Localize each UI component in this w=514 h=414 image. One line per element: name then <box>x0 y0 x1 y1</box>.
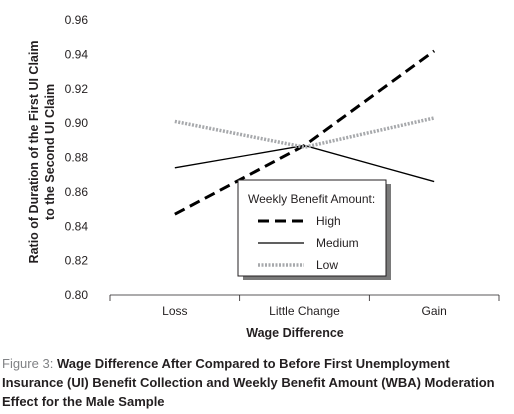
legend-label-high: High <box>316 214 341 228</box>
legend-label-medium: Medium <box>316 236 359 250</box>
y-tick-label: 0.84 <box>65 219 89 233</box>
chart: 0.80 0.82 0.84 0.86 0.88 0.90 0.92 0.94 0.96 Los… <box>27 13 500 340</box>
series-line-low <box>174 116 435 149</box>
y-tick-label: 0.88 <box>65 151 89 165</box>
y-tick-label: 0.90 <box>65 116 89 130</box>
series-lines <box>174 49 436 216</box>
y-tick-label: 0.86 <box>65 185 89 199</box>
y-axis-ticks: 0.80 0.82 0.84 0.86 0.88 0.90 0.92 0.94 0.96 <box>65 13 89 302</box>
y-axis-title-line-1: Ratio of Duration of the First UI Claim <box>27 41 41 264</box>
legend-label-low: Low <box>316 258 338 272</box>
figure-caption-label: Figure 3: <box>2 356 54 371</box>
x-axis-title: Wage Difference <box>246 326 344 340</box>
x-tick-label: Loss <box>162 304 187 318</box>
y-tick-label: 0.80 <box>65 288 89 302</box>
y-tick-label: 0.96 <box>65 13 89 27</box>
legend-title: Weekly Benefit Amount: <box>248 192 375 206</box>
legend-box <box>237 179 387 277</box>
x-axis-ticks: Loss Little Change Gain <box>109 295 500 318</box>
x-tick-label: Little Change <box>269 304 340 318</box>
series-line-medium <box>174 144 435 183</box>
y-tick-label: 0.92 <box>65 82 89 96</box>
figure-caption-text: Wage Difference After Compared to Before… <box>2 356 495 409</box>
legend: Weekly Benefit Amount: High Medium Low <box>237 179 391 280</box>
y-axis-title-line-2: to the Second UI Claim <box>43 84 57 220</box>
y-tick-label: 0.82 <box>65 254 89 268</box>
y-tick-label: 0.94 <box>65 47 89 61</box>
figure-caption: Figure 3: Wage Difference After Compared… <box>2 354 510 411</box>
x-tick-label: Gain <box>421 304 446 318</box>
